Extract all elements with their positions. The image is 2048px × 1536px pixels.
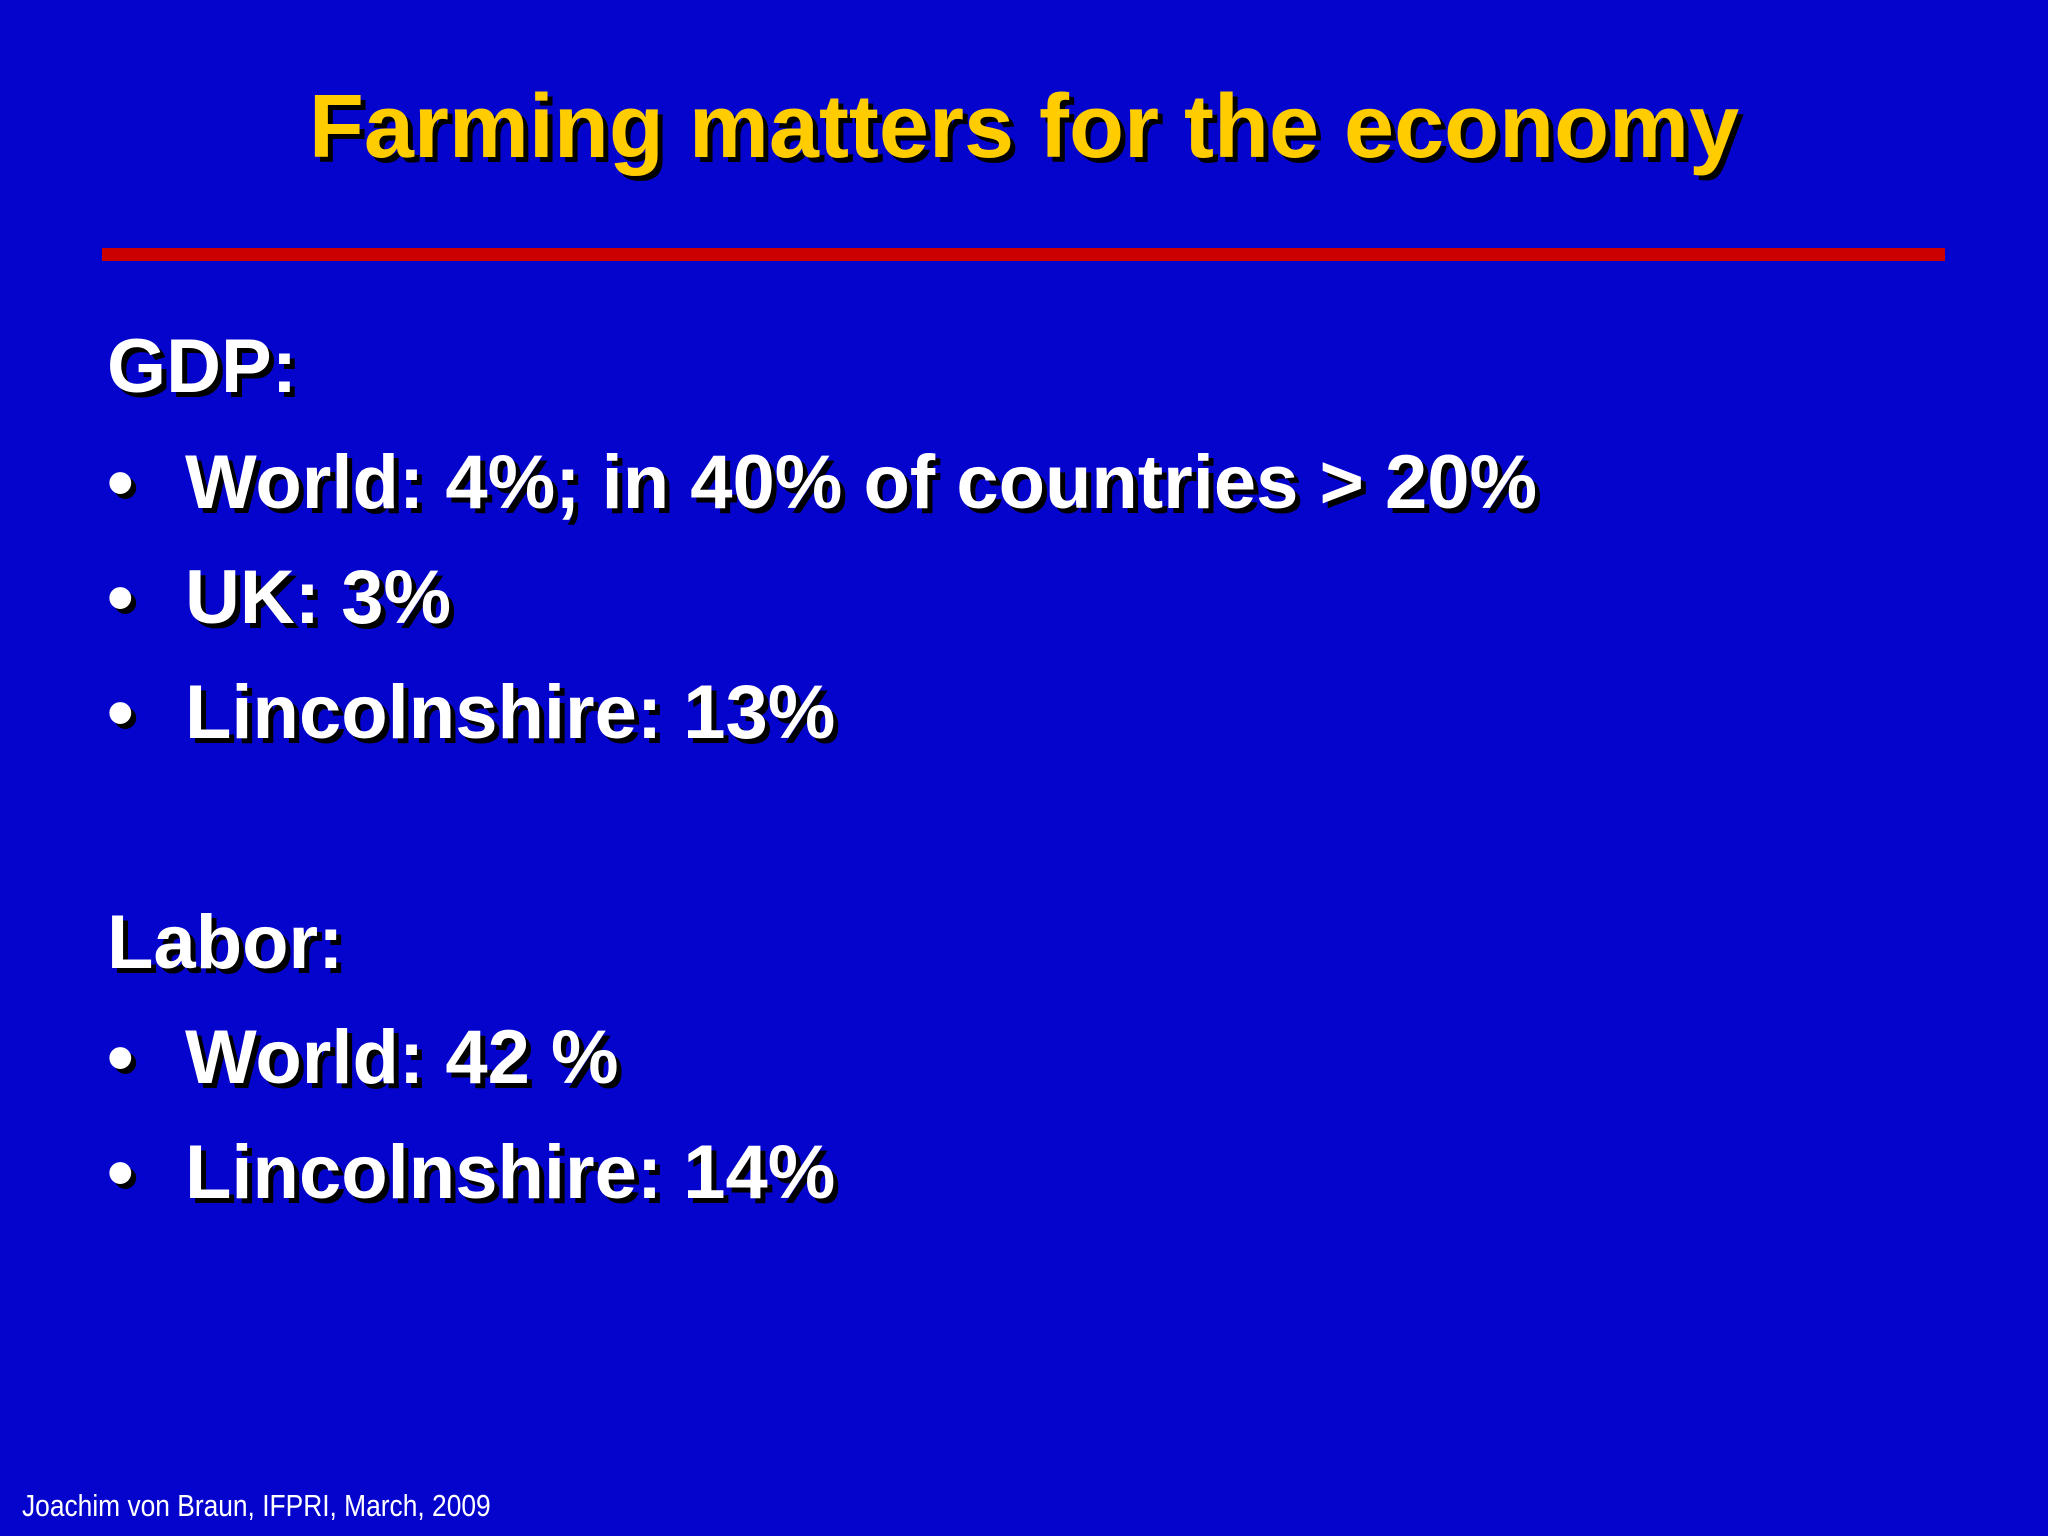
bullet-icon: • bbox=[107, 1130, 134, 1215]
section-heading-labor: Labor: bbox=[107, 900, 344, 985]
section-heading-gdp: GDP: bbox=[107, 324, 297, 409]
bullet-text: Lincolnshire: 14% bbox=[185, 1130, 836, 1215]
bullet-text: World: 4%; in 40% of countries > 20% bbox=[185, 440, 1538, 525]
slide-footer: Joachim von Braun, IFPRI, March, 2009 bbox=[22, 1488, 491, 1523]
bullet-icon: • bbox=[107, 440, 134, 525]
bullet-text: World: 42 % bbox=[185, 1015, 619, 1100]
bullet-icon: • bbox=[107, 1015, 134, 1100]
slide-title: Farming matters for the economy bbox=[308, 77, 1740, 177]
bullet-icon: • bbox=[107, 670, 134, 755]
bullet-text: Lincolnshire: 13% bbox=[185, 670, 836, 755]
bullet-icon: • bbox=[107, 555, 134, 640]
title-divider bbox=[102, 248, 1945, 261]
bullet-text: UK: 3% bbox=[185, 555, 452, 640]
